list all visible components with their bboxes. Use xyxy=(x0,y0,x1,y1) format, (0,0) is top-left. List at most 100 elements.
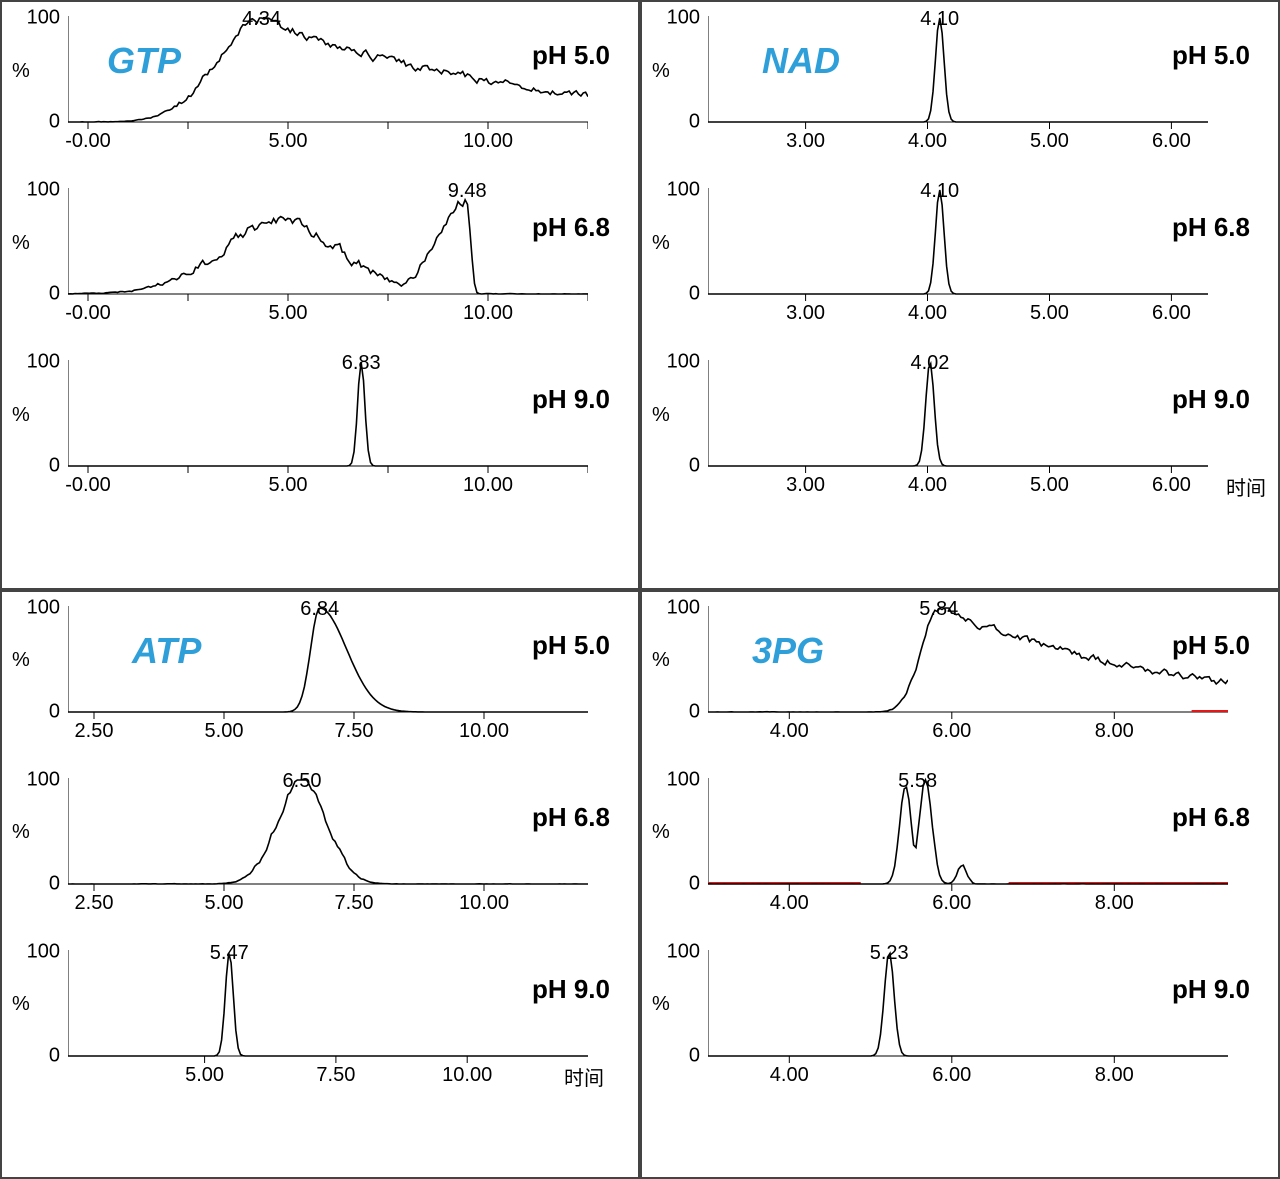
chromatogram-svg xyxy=(708,948,1228,1064)
y-tick-label: 100 xyxy=(20,940,60,963)
subplot: 5.23pH 9.00100%4.006.008.00 xyxy=(652,944,1268,1108)
y-tick-label: 100 xyxy=(20,7,60,30)
x-tick-label: 5.00 xyxy=(205,720,244,743)
chromatogram-svg xyxy=(68,186,588,302)
x-tick-label: 6.00 xyxy=(932,720,971,743)
peak-retention-time: 5.23 xyxy=(870,942,909,965)
subplot: 6.83pH 9.00100%-0.005.0010.00 xyxy=(12,354,628,518)
x-tick-label: 10.00 xyxy=(463,302,513,325)
peak-retention-time: 4.02 xyxy=(910,352,949,375)
x-tick-label: 10.00 xyxy=(442,1064,492,1087)
peak-retention-time: 9.48 xyxy=(448,180,487,203)
peak-retention-time: 5.47 xyxy=(210,942,249,965)
chromatogram-svg xyxy=(708,776,1228,892)
peak-retention-time: 6.50 xyxy=(283,770,322,793)
subplot: 5.47pH 9.00100%5.007.5010.00时间 xyxy=(12,944,628,1108)
y-tick-label: 100 xyxy=(20,596,60,619)
ph-label: pH 9.0 xyxy=(532,384,610,415)
x-tick-label: -0.00 xyxy=(65,302,111,325)
chromatogram-svg xyxy=(68,358,588,474)
ph-label: pH 5.0 xyxy=(1172,40,1250,71)
peak-retention-time: 6.84 xyxy=(300,598,339,621)
y-tick-label: 0 xyxy=(20,111,60,134)
peak-retention-time: 5.58 xyxy=(898,770,937,793)
x-tick-label: 5.00 xyxy=(1030,302,1069,325)
y-axis-title: % xyxy=(652,649,670,672)
y-tick-label: 0 xyxy=(20,872,60,895)
compound-label: NAD xyxy=(762,40,840,82)
peak-retention-time: 6.83 xyxy=(342,352,381,375)
ph-label: pH 6.8 xyxy=(1172,212,1250,243)
subplot: 5.58pH 6.80100%4.006.008.00 xyxy=(652,772,1268,936)
x-tick-label: 5.00 xyxy=(269,474,308,497)
x-tick-label: 8.00 xyxy=(1095,892,1134,915)
x-tick-label: 10.00 xyxy=(459,892,509,915)
y-tick-label: 0 xyxy=(20,455,60,478)
y-axis-title: % xyxy=(12,821,30,844)
x-tick-label: 2.50 xyxy=(75,892,114,915)
x-tick-label: 5.00 xyxy=(205,892,244,915)
y-tick-label: 100 xyxy=(20,768,60,791)
panel-gtp: GTP4.34pH 5.00100%-0.005.0010.009.48pH 6… xyxy=(0,0,640,590)
y-axis-title: % xyxy=(12,649,30,672)
y-axis-title: % xyxy=(12,232,30,255)
x-tick-label: -0.00 xyxy=(65,474,111,497)
figure-grid: GTP4.34pH 5.00100%-0.005.0010.009.48pH 6… xyxy=(0,0,1280,1179)
y-tick-label: 0 xyxy=(660,111,700,134)
x-tick-label: 4.00 xyxy=(770,892,809,915)
x-tick-label: 5.00 xyxy=(269,302,308,325)
x-tick-label: 10.00 xyxy=(463,474,513,497)
x-tick-label: 8.00 xyxy=(1095,1064,1134,1087)
peak-retention-time: 4.10 xyxy=(920,8,959,31)
y-tick-label: 100 xyxy=(660,179,700,202)
x-tick-label: 6.00 xyxy=(1152,302,1191,325)
x-tick-label: 5.00 xyxy=(1030,474,1069,497)
compound-label: GTP xyxy=(107,40,181,82)
x-tick-label: 7.50 xyxy=(316,1064,355,1087)
x-tick-label: 10.00 xyxy=(459,720,509,743)
x-tick-label: 5.00 xyxy=(269,130,308,153)
peak-retention-time: 5.84 xyxy=(919,598,958,621)
y-tick-label: 100 xyxy=(660,596,700,619)
subplot: 6.50pH 6.80100%2.505.007.5010.00 xyxy=(12,772,628,936)
x-tick-label: 5.00 xyxy=(1030,130,1069,153)
y-tick-label: 0 xyxy=(20,1044,60,1067)
x-tick-label: 2.50 xyxy=(75,720,114,743)
y-axis-title: % xyxy=(652,232,670,255)
y-axis-title: % xyxy=(652,993,670,1016)
subplot: 9.48pH 6.80100%-0.005.0010.00 xyxy=(12,182,628,346)
y-tick-label: 0 xyxy=(660,283,700,306)
ph-label: pH 9.0 xyxy=(1172,974,1250,1005)
ph-label: pH 5.0 xyxy=(532,630,610,661)
y-axis-title: % xyxy=(652,60,670,83)
x-tick-label: 10.00 xyxy=(463,130,513,153)
chromatogram-svg xyxy=(708,186,1208,302)
ph-label: pH 9.0 xyxy=(532,974,610,1005)
ph-label: pH 6.8 xyxy=(532,802,610,833)
ph-label: pH 6.8 xyxy=(1172,802,1250,833)
y-tick-label: 100 xyxy=(20,179,60,202)
x-tick-label: 3.00 xyxy=(786,130,825,153)
x-tick-label: 7.50 xyxy=(335,892,374,915)
y-axis-title: % xyxy=(12,60,30,83)
x-tick-label: 6.00 xyxy=(932,892,971,915)
y-tick-label: 100 xyxy=(20,351,60,374)
x-tick-label: 4.00 xyxy=(908,130,947,153)
panel-3pg: 3PG5.84pH 5.00100%4.006.008.005.58pH 6.8… xyxy=(640,590,1280,1179)
y-axis-title: % xyxy=(12,993,30,1016)
x-tick-label: 4.00 xyxy=(908,474,947,497)
x-tick-label: 6.00 xyxy=(1152,474,1191,497)
y-tick-label: 0 xyxy=(660,455,700,478)
x-tick-label: 3.00 xyxy=(786,474,825,497)
y-tick-label: 100 xyxy=(660,768,700,791)
peak-retention-time: 4.10 xyxy=(920,180,959,203)
y-tick-label: 100 xyxy=(660,7,700,30)
x-tick-label: 5.00 xyxy=(185,1064,224,1087)
chromatogram-svg xyxy=(68,776,588,892)
y-axis-title: % xyxy=(652,404,670,427)
panel-atp: ATP6.84pH 5.00100%2.505.007.5010.006.50p… xyxy=(0,590,640,1179)
y-tick-label: 100 xyxy=(660,940,700,963)
x-tick-label: 6.00 xyxy=(932,1064,971,1087)
ph-label: pH 9.0 xyxy=(1172,384,1250,415)
y-tick-label: 0 xyxy=(20,283,60,306)
